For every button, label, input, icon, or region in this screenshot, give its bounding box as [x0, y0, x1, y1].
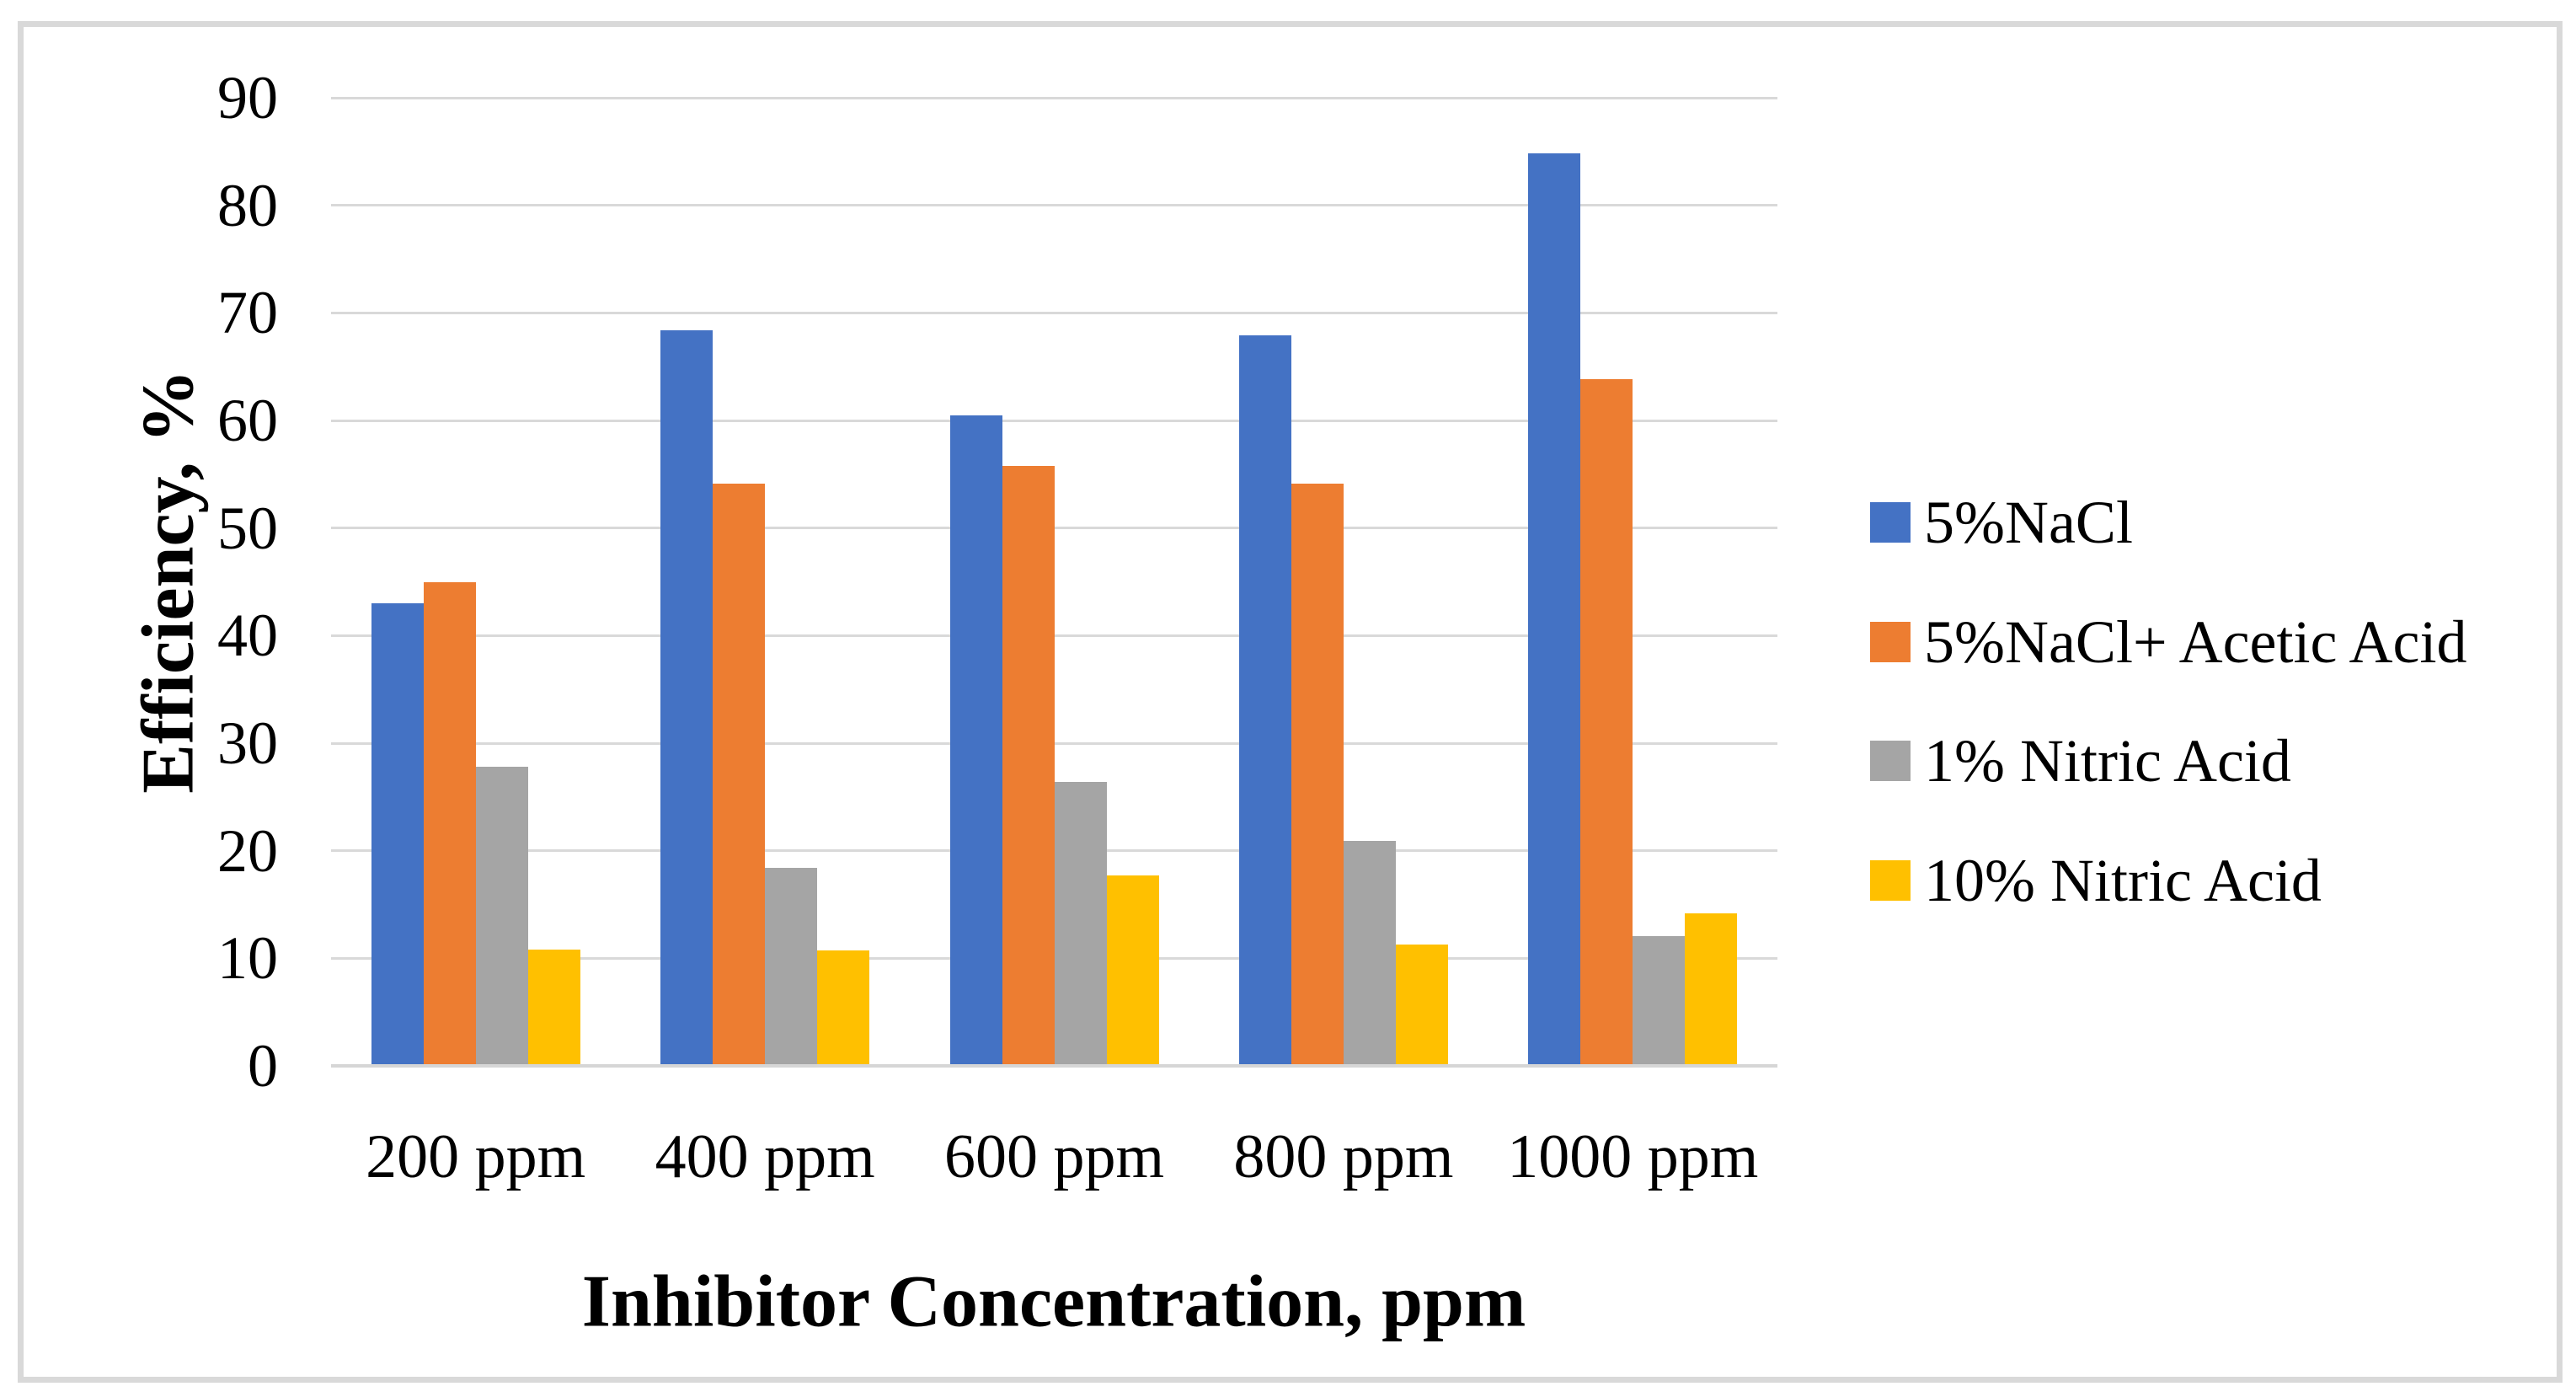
bar: [1580, 379, 1633, 1066]
gridline: [331, 311, 1777, 314]
gridline: [331, 96, 1777, 99]
bar: [1395, 944, 1448, 1066]
gridline: [331, 634, 1777, 637]
legend-swatch: [1870, 860, 1911, 902]
x-axis-line: [331, 1064, 1777, 1068]
bar: [527, 950, 580, 1066]
y-axis-tick-label: 80: [217, 171, 278, 239]
bar: [423, 581, 476, 1066]
bar: [1106, 875, 1159, 1066]
y-axis-tick-label: 10: [217, 924, 278, 993]
bar: [660, 329, 713, 1066]
legend-swatch: [1870, 741, 1911, 782]
x-axis-category-label: 200 ppm: [366, 1122, 586, 1191]
x-axis-category-label: 600 ppm: [943, 1122, 1165, 1191]
y-axis-tick-label: 70: [217, 279, 278, 347]
y-axis-title: Efficiency, %: [127, 369, 210, 794]
y-axis-tick-label: 0: [248, 1032, 278, 1100]
x-axis-category-label: 800 ppm: [1233, 1122, 1454, 1191]
gridline: [331, 419, 1777, 422]
gridline: [331, 741, 1777, 745]
y-axis-tick-label: 60: [217, 387, 278, 454]
bar: [1633, 935, 1686, 1066]
bar: [713, 484, 766, 1066]
bar: [1685, 913, 1738, 1066]
bar: [475, 767, 528, 1066]
y-axis-tick-label: 30: [217, 709, 278, 777]
bar: [1054, 781, 1107, 1066]
legend-label: 5%NaCl+ Acetic Acid: [1924, 608, 2467, 676]
x-axis-category-label: 400 ppm: [655, 1122, 875, 1191]
legend-label: 10% Nitric Acid: [1924, 847, 2322, 915]
gridline: [331, 204, 1777, 207]
bar: [765, 868, 818, 1066]
bar: [1291, 484, 1344, 1066]
bar: [1343, 841, 1396, 1066]
bar: [371, 603, 424, 1066]
x-axis-category-label: 1000 ppm: [1507, 1122, 1759, 1191]
legend-swatch: [1870, 502, 1911, 543]
bar: [1528, 153, 1581, 1066]
legend-label: 1% Nitric Acid: [1924, 727, 2291, 795]
bar: [1238, 335, 1291, 1066]
legend-label: 5%NaCl: [1924, 489, 2133, 556]
x-axis-title: Inhibitor Concentration, ppm: [581, 1261, 1526, 1343]
bar: [1002, 465, 1055, 1066]
legend-swatch: [1870, 621, 1911, 662]
gridline: [331, 527, 1777, 530]
bar: [949, 415, 1002, 1066]
y-axis-tick-label: 50: [217, 494, 278, 562]
y-axis-tick-label: 20: [217, 816, 278, 885]
bar: [817, 950, 870, 1066]
figure-border: [18, 21, 2563, 1383]
y-axis-tick-label: 90: [217, 64, 278, 131]
y-axis-tick-label: 40: [217, 602, 278, 670]
